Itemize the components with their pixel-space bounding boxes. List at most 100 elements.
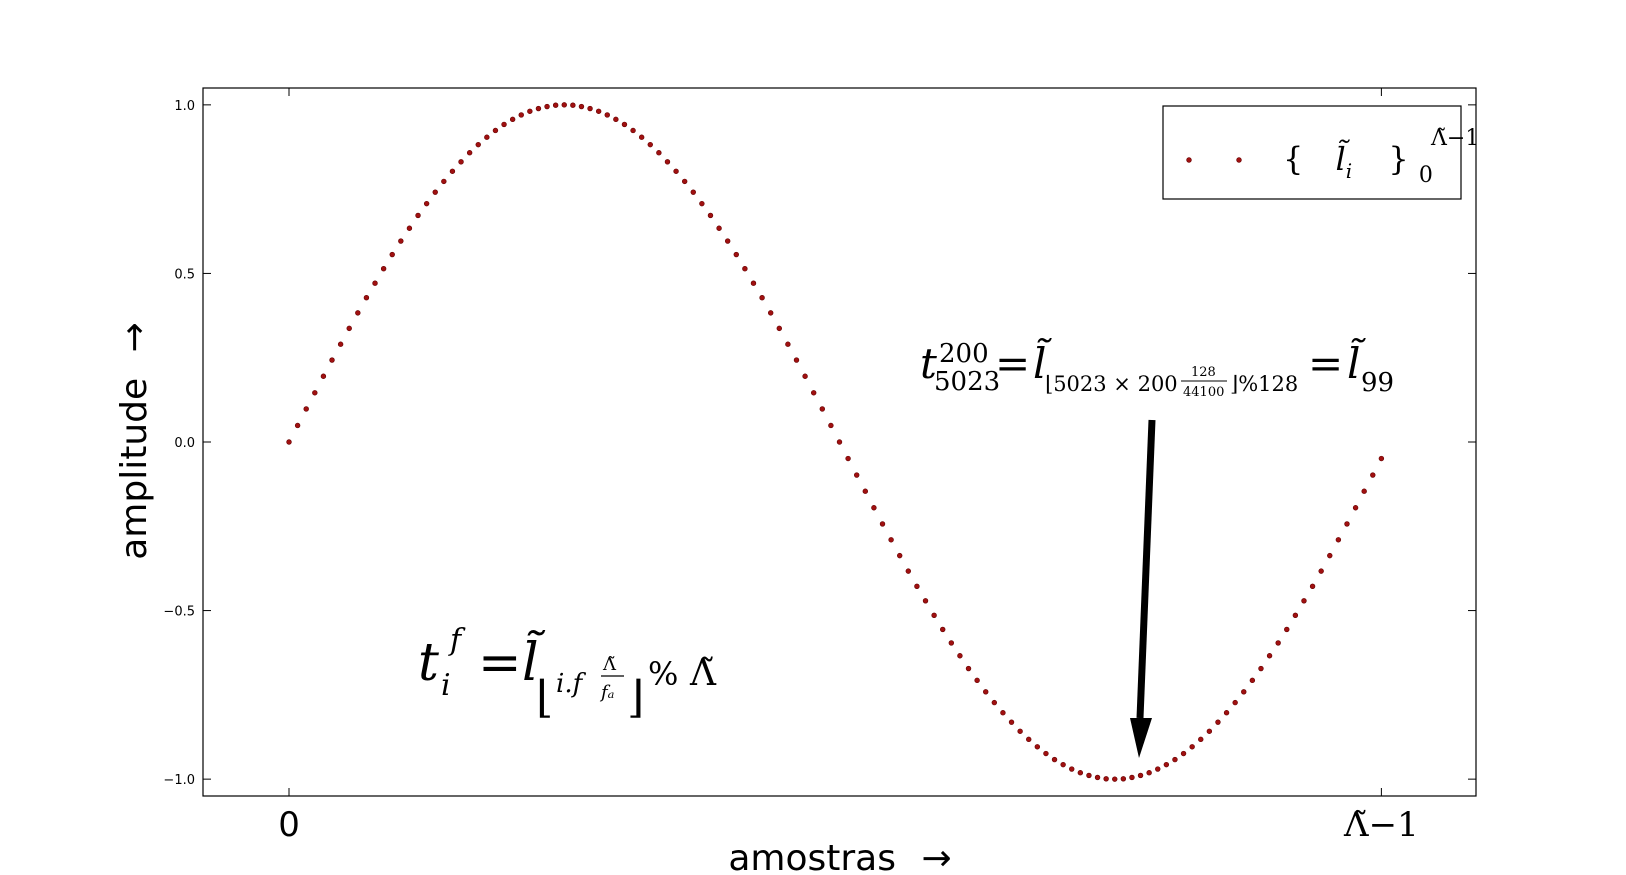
legend-label: { l̃i } 0 Λ̃−1 — [1283, 126, 1479, 190]
data-point — [871, 505, 877, 511]
annotation-general-formula: t f i = l̃ ⌊ i.f Λ̃ fₐ ⌋ % Λ̃ — [418, 623, 717, 723]
data-point — [1378, 455, 1385, 462]
data-point — [897, 552, 903, 559]
formula-mod: % — [648, 655, 678, 693]
data-point — [1344, 521, 1350, 527]
data-point — [1215, 719, 1221, 725]
example-sub-open: ⌊5023 × 200 — [1045, 372, 1178, 396]
data-point — [1146, 770, 1152, 776]
y-axis-title: amplitude → — [114, 322, 155, 560]
data-point — [544, 103, 550, 110]
legend-marker-1 — [1186, 157, 1192, 163]
data-point — [1249, 677, 1256, 684]
data-point — [724, 238, 731, 244]
svg-text:t: t — [418, 633, 439, 693]
data-point — [656, 150, 662, 156]
data-point — [931, 612, 937, 618]
data-point — [1060, 761, 1066, 768]
data-point — [836, 439, 843, 445]
example-sub: 5023 — [934, 367, 1000, 397]
data-point — [501, 121, 507, 128]
data-point — [1189, 744, 1195, 750]
data-point — [380, 266, 387, 272]
data-point — [1077, 770, 1084, 776]
formula-floor-close: ⌋ — [627, 672, 644, 723]
data-point — [1335, 537, 1342, 543]
data-point — [742, 266, 748, 272]
data-point — [552, 102, 559, 108]
data-point — [1232, 699, 1238, 706]
formula-lambda: Λ̃ — [689, 653, 717, 694]
formula-eq: = — [478, 633, 522, 693]
data-point — [1327, 552, 1333, 559]
data-point — [406, 225, 413, 231]
data-point — [346, 325, 352, 332]
data-point — [286, 439, 292, 445]
data-point — [681, 178, 688, 185]
data-point — [1223, 710, 1230, 716]
data-point — [1155, 766, 1161, 772]
x-axis-arrow: → — [921, 838, 951, 875]
data-point — [484, 134, 490, 140]
legend-box — [1162, 105, 1462, 200]
data-point — [1361, 488, 1367, 494]
data-point — [587, 105, 593, 112]
data-point — [398, 238, 404, 244]
data-point — [441, 178, 447, 185]
data-point — [1017, 728, 1023, 734]
data-point — [449, 168, 456, 174]
data-point — [578, 103, 585, 110]
data-point — [1292, 612, 1299, 618]
data-point — [940, 626, 946, 633]
annotation-arrow-shaft — [1136, 419, 1156, 719]
data-point — [828, 422, 834, 429]
data-point — [561, 102, 567, 108]
data-point — [802, 373, 808, 379]
data-point — [845, 455, 851, 462]
data-point — [570, 102, 576, 108]
data-point — [535, 105, 542, 112]
annotation-arrow — [1130, 419, 1156, 758]
data-point — [1275, 640, 1281, 646]
data-point — [595, 108, 602, 114]
data-point — [922, 598, 929, 604]
data-point — [1241, 689, 1247, 695]
data-point — [492, 127, 499, 134]
data-point — [759, 295, 765, 301]
data-point — [776, 325, 782, 332]
data-point — [638, 134, 645, 140]
data-point — [1008, 719, 1015, 725]
data-point — [1352, 505, 1359, 511]
y-axis-ticks: 1.0 0.5 0.0 −0.5 −1.0 — [163, 99, 1476, 788]
annotation-arrow-head — [1130, 718, 1152, 758]
data-point — [1172, 756, 1178, 763]
data-point — [1206, 728, 1213, 734]
formula-floor-content: i.f — [556, 669, 587, 699]
data-point — [466, 150, 473, 156]
x-axis-label: amostras — [728, 838, 896, 875]
data-point — [862, 488, 869, 494]
data-point — [1000, 710, 1006, 716]
data-point — [1112, 776, 1118, 782]
data-point — [509, 116, 516, 123]
data-point — [854, 472, 860, 478]
formula-sub: i — [441, 668, 451, 703]
data-point — [793, 357, 800, 363]
x-axis-ticks: 0 Λ̃−1 — [278, 88, 1419, 845]
data-point — [914, 583, 920, 589]
data-point — [312, 390, 318, 396]
y-tick-label: 1.0 — [174, 99, 195, 114]
data-point — [888, 537, 894, 543]
y-tick-label: −1.0 — [163, 773, 195, 788]
data-point — [810, 390, 817, 396]
data-point — [423, 200, 430, 207]
data-point — [1103, 776, 1109, 782]
example-frac-num: 128 — [1191, 365, 1216, 380]
x-tick-label: Λ̃−1 — [1343, 805, 1419, 845]
data-point — [750, 280, 757, 286]
data-point — [389, 251, 395, 258]
data-point — [458, 159, 464, 165]
data-point — [965, 665, 972, 672]
data-point — [1137, 772, 1144, 779]
